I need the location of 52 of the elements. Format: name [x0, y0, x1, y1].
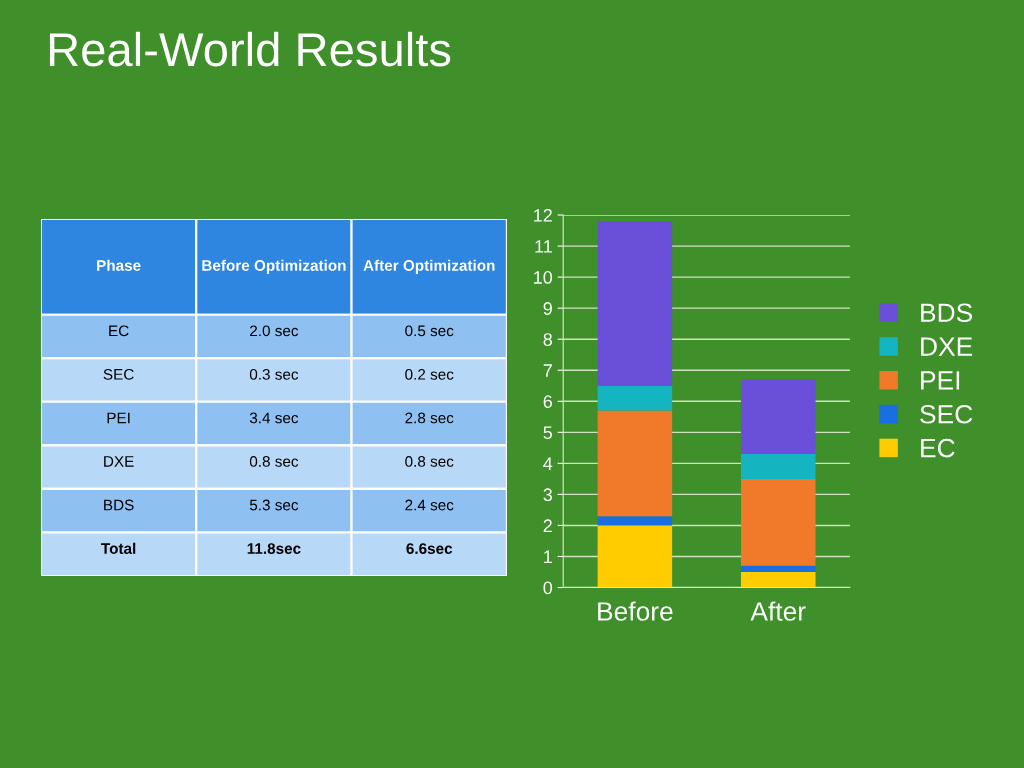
- y-tick-label: 3: [543, 488, 552, 502]
- y-tick-label: 12: [534, 208, 552, 222]
- y-tick-label: 2: [543, 519, 552, 532]
- bar: [740, 572, 816, 588]
- y-tick-label: 5: [543, 426, 553, 440]
- data-label: 0.5 sec: [405, 325, 454, 337]
- category-label: SEC: [103, 368, 134, 380]
- bar: [740, 565, 816, 572]
- category-label: Total: [101, 542, 136, 554]
- data-label: 3.4 sec: [249, 412, 299, 424]
- category-label: BDS: [104, 499, 134, 511]
- data-label: 11.8sec: [247, 543, 301, 554]
- y-tick-label: 11: [535, 240, 552, 253]
- text: After Optimization: [363, 259, 495, 274]
- bar: [740, 379, 816, 455]
- legend-label: PEI: [921, 371, 960, 390]
- legend-label: EC: [921, 438, 955, 458]
- y-tick-label: 1: [544, 550, 552, 564]
- bar: [597, 385, 673, 411]
- data-label: 0.8 sec: [405, 456, 454, 467]
- text: Real-World Results: [49, 31, 451, 67]
- bar: [597, 516, 673, 526]
- y-tick-label: 0: [543, 581, 553, 595]
- y-tick-label: 4: [543, 457, 553, 470]
- y-tick-label: 8: [543, 333, 552, 346]
- legend-label: DXE: [921, 337, 973, 356]
- bar: [597, 221, 673, 386]
- y-tick-label: 10: [534, 271, 553, 284]
- bar: [740, 454, 816, 479]
- legend-label: SEC: [920, 404, 973, 424]
- x-tick-label: After: [750, 601, 806, 621]
- text: Before Optimization: [202, 259, 346, 274]
- bar: [740, 478, 816, 566]
- data-label: 5.3 sec: [249, 499, 299, 511]
- x-tick-label: Before: [598, 601, 673, 621]
- legend-label: BDS: [921, 303, 973, 323]
- data-label: 2.4 sec: [405, 499, 454, 511]
- data-label: 6.6sec: [406, 543, 453, 554]
- text: Phase: [97, 259, 141, 271]
- category-label: PEI: [107, 412, 130, 424]
- category-label: EC: [109, 325, 129, 337]
- bar: [597, 410, 673, 517]
- y-tick-label: 9: [543, 302, 552, 315]
- data-label: 2.0 sec: [250, 325, 299, 337]
- bar: [597, 525, 673, 588]
- data-label: 0.3 sec: [249, 368, 299, 380]
- category-label: DXE: [104, 456, 134, 467]
- y-tick-label: 6: [543, 395, 552, 408]
- y-tick-label: 7: [543, 364, 552, 377]
- data-label: 2.8 sec: [405, 412, 454, 424]
- data-label: 0.8 sec: [249, 456, 299, 467]
- data-label: 0.2 sec: [405, 368, 454, 380]
